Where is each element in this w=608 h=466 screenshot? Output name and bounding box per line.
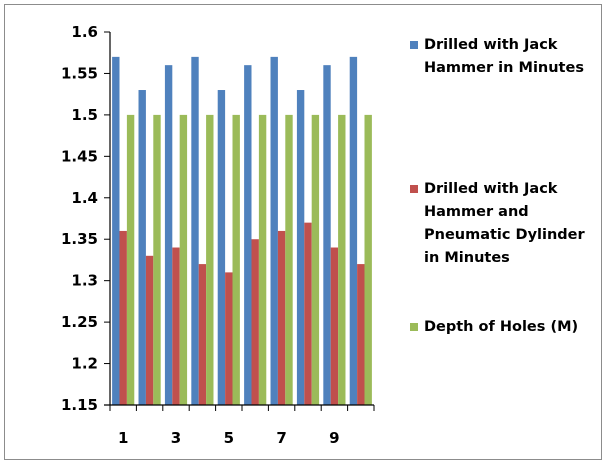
bar-series2 <box>225 272 233 405</box>
bar-series2 <box>198 264 207 405</box>
x-tick-label: 7 <box>276 429 286 447</box>
legend-swatch-jack-hammer <box>410 41 418 49</box>
legend-swatch-depth <box>410 323 418 331</box>
x-tick-label: 5 <box>224 429 234 447</box>
bar-series2 <box>172 247 180 405</box>
legend-item-jack-hammer: Drilled with Jack Hammer in Minutes <box>410 34 600 80</box>
bar-series3 <box>364 114 372 405</box>
x-tick-label: 9 <box>329 429 339 447</box>
bar-series1 <box>112 56 120 405</box>
bar-series2 <box>357 264 365 405</box>
bar-series3 <box>153 114 161 405</box>
bar-series1 <box>244 65 252 406</box>
x-tick-label: 3 <box>171 429 181 447</box>
bar-series3 <box>258 114 267 405</box>
bar-series1 <box>217 90 226 406</box>
bar-series2 <box>330 247 339 405</box>
bar-series1 <box>191 56 199 405</box>
y-tick-label: 1.2 <box>71 355 98 373</box>
y-tick-label: 1.4 <box>71 189 98 207</box>
y-tick-label: 1.25 <box>61 313 98 331</box>
bar-series1 <box>138 90 146 406</box>
y-tick-label: 1.5 <box>71 106 98 124</box>
bar-series1 <box>270 56 278 405</box>
legend-swatch-pneumatic <box>410 185 418 193</box>
bar-series1 <box>296 90 305 406</box>
bar-series2 <box>119 230 127 405</box>
bar-series1 <box>323 65 331 406</box>
bar-series1 <box>349 56 358 405</box>
y-tick-label: 1.55 <box>61 64 98 82</box>
legend-item-depth: Depth of Holes (M) <box>410 316 600 339</box>
y-tick-label: 1.45 <box>61 147 98 165</box>
y-tick-label: 1.35 <box>61 230 98 248</box>
bar-series1 <box>164 65 173 406</box>
bar-series3 <box>179 114 188 405</box>
bar-series3 <box>338 114 346 405</box>
bar-series2 <box>145 255 154 405</box>
bar-series3 <box>232 114 240 405</box>
y-tick-label: 1.15 <box>61 396 98 414</box>
y-tick-label: 1.3 <box>71 272 98 290</box>
legend-item-pneumatic: Drilled with Jack Hammer and Pneumatic D… <box>410 178 600 270</box>
x-tick-label: 1 <box>118 429 128 447</box>
bar-series2 <box>251 239 259 405</box>
y-tick-label: 1.6 <box>71 23 98 41</box>
bar-series2 <box>277 230 286 405</box>
legend-label-depth: Depth of Holes (M) <box>424 319 579 335</box>
bar-series3 <box>285 114 293 405</box>
bar-series2 <box>304 222 312 405</box>
bar-series3 <box>206 114 214 405</box>
bar-series3 <box>311 114 320 405</box>
legend-label-jack-hammer: Drilled with Jack Hammer in Minutes <box>424 37 584 76</box>
bar-series3 <box>126 114 135 405</box>
legend-label-pneumatic: Drilled with Jack Hammer and Pneumatic D… <box>424 181 585 266</box>
